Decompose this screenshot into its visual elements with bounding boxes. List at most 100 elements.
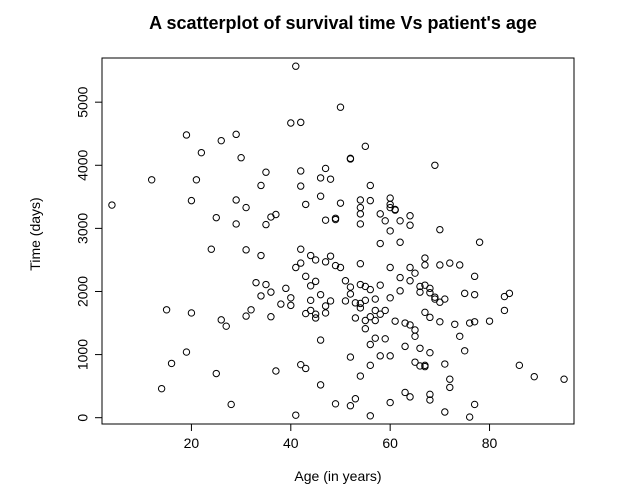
data-point (346, 283, 355, 291)
data-point (426, 348, 434, 357)
y-tick-label: 4000 (75, 149, 91, 180)
data-point (406, 393, 414, 401)
data-point (167, 359, 176, 368)
data-point (227, 400, 235, 409)
data-point (257, 292, 265, 300)
data-point (287, 301, 295, 310)
data-point (147, 176, 156, 184)
data-point (441, 408, 449, 416)
data-point (356, 372, 365, 380)
data-point (197, 148, 206, 157)
data-point (470, 290, 479, 299)
data-point (386, 294, 394, 302)
data-point (416, 282, 424, 291)
data-point (252, 278, 260, 287)
data-point (416, 288, 424, 296)
y-axis: 0 1000 2000 3000 4000 5000 (75, 86, 103, 422)
data-point (456, 261, 464, 269)
data-point (336, 103, 345, 111)
data-point (371, 295, 379, 303)
data-point (297, 360, 305, 369)
data-point (431, 161, 439, 169)
data-point (287, 294, 295, 302)
x-axis-label: Age (in years) (294, 468, 381, 484)
data-point (182, 348, 191, 356)
data-point (396, 238, 404, 246)
data-point (401, 342, 409, 351)
data-point (302, 272, 310, 281)
data-point (306, 296, 315, 305)
data-point (207, 245, 216, 253)
data-point (396, 287, 404, 295)
data-point (351, 395, 360, 403)
data-point (426, 390, 434, 399)
data-point (381, 306, 389, 315)
data-point (470, 400, 479, 409)
x-tick-label: 80 (482, 435, 498, 451)
data-point (316, 290, 325, 299)
x-tick-label: 20 (184, 435, 200, 451)
x-tick-label: 60 (382, 435, 398, 451)
data-point (262, 168, 270, 176)
data-point (257, 251, 265, 260)
data-point (371, 316, 379, 325)
data-point (237, 154, 245, 162)
data-point (416, 344, 424, 352)
data-point (470, 272, 479, 281)
data-point (331, 261, 340, 270)
data-point (376, 281, 384, 289)
data-point (267, 288, 275, 296)
x-tick-label: 40 (283, 435, 299, 451)
data-point (386, 398, 394, 407)
data-point (366, 361, 374, 370)
data-point (470, 318, 479, 326)
data-point (366, 313, 374, 321)
data-point (297, 259, 305, 267)
data-point (386, 194, 394, 202)
data-point (272, 367, 280, 375)
y-tick-label: 2000 (75, 276, 91, 307)
data-point (351, 299, 360, 307)
data-point (361, 316, 370, 325)
data-point (192, 176, 201, 184)
data-point (361, 142, 370, 151)
data-point (515, 361, 524, 370)
data-point (426, 284, 434, 293)
data-point (316, 381, 325, 389)
data-point (212, 213, 220, 222)
data-point (436, 225, 444, 234)
data-point (277, 300, 285, 308)
data-point (232, 130, 240, 139)
data-point (416, 362, 424, 370)
data-point (331, 215, 340, 224)
data-point (108, 201, 116, 209)
data-point (302, 200, 310, 209)
data-point (311, 277, 320, 286)
data-point (421, 261, 429, 269)
y-tick-label: 5000 (75, 86, 91, 117)
data-point (187, 196, 196, 205)
data-point (346, 290, 355, 298)
data-point (436, 318, 444, 326)
data-point (406, 321, 414, 329)
data-point (426, 313, 434, 322)
data-point (321, 258, 330, 266)
data-point (356, 220, 365, 228)
data-point (242, 246, 250, 254)
data-point (560, 375, 568, 383)
data-point (421, 362, 429, 371)
data-point (485, 317, 494, 325)
data-point (297, 182, 305, 190)
data-point (446, 375, 454, 383)
data-point (341, 297, 350, 305)
data-point (451, 320, 459, 328)
data-point (262, 280, 270, 289)
data-point (331, 400, 340, 408)
data-point (381, 217, 389, 225)
data-point (356, 196, 365, 204)
y-tick-label: 0 (75, 414, 91, 422)
data-point (262, 220, 270, 229)
data-point (346, 154, 355, 163)
data-point (396, 217, 404, 225)
data-point (306, 251, 315, 260)
